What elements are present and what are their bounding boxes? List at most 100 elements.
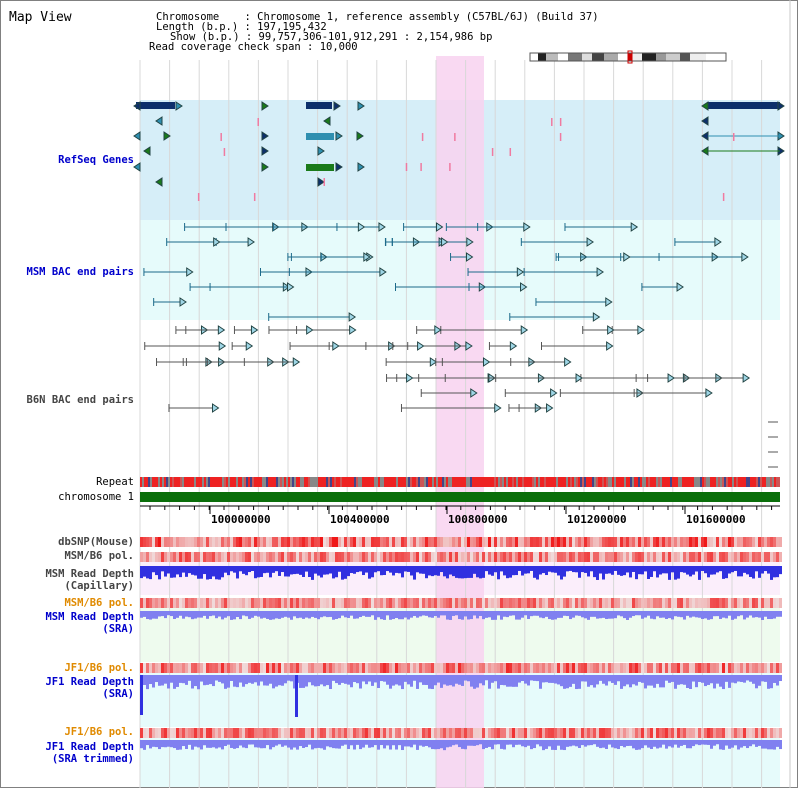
polymorphism-cell xyxy=(275,598,278,608)
read-depth-bar xyxy=(506,566,509,579)
read-depth-bar xyxy=(548,566,551,572)
track-label-jf1-depth-sra-1[interactable]: JF1 Read Depth xyxy=(45,676,134,688)
repeat-segment xyxy=(674,477,676,487)
read-depth-bar xyxy=(209,675,212,685)
read-depth-bar xyxy=(455,740,458,745)
track-label-dbsnp[interactable]: dbSNP(Mouse) xyxy=(58,536,134,548)
repeat-segment xyxy=(196,477,198,487)
repeat-segment xyxy=(146,477,148,487)
polymorphism-cell xyxy=(692,663,695,673)
polymorphism-cell xyxy=(188,537,191,547)
track-label-jf1-b6-pol-2[interactable]: JF1/B6 pol. xyxy=(64,726,134,738)
read-depth-bar xyxy=(395,566,398,573)
repeat-segment xyxy=(602,477,604,487)
track-label-b6n-bac[interactable]: B6N BAC end pairs xyxy=(26,394,134,406)
polymorphism-cell xyxy=(710,663,713,673)
read-depth-bar xyxy=(542,675,545,683)
polymorphism-cell xyxy=(437,537,440,547)
polymorphism-cell xyxy=(464,728,467,738)
track-label-msm-b6-pol-1[interactable]: MSM/B6 pol. xyxy=(64,550,134,562)
polymorphism-cell xyxy=(389,537,392,547)
polymorphism-cell xyxy=(578,728,581,738)
read-depth-bar xyxy=(266,566,269,573)
polymorphism-cell xyxy=(203,537,206,547)
read-depth-bar xyxy=(644,566,647,572)
track-label-msm-b6-pol-2[interactable]: MSM/B6 pol. xyxy=(64,597,134,609)
read-depth-bar xyxy=(227,740,230,745)
read-depth-bar xyxy=(722,611,725,618)
repeat-segment xyxy=(710,477,712,487)
polymorphism-cell xyxy=(464,537,467,547)
polymorphism-cell xyxy=(185,598,188,608)
polymorphism-cell xyxy=(332,537,335,547)
polymorphism-cell xyxy=(605,537,608,547)
read-depth-bar xyxy=(713,740,716,746)
ideogram-band xyxy=(538,53,546,61)
read-depth-bar xyxy=(485,611,488,618)
read-depth-bar xyxy=(578,740,581,748)
polymorphism-cell xyxy=(203,663,206,673)
polymorphism-cell xyxy=(446,537,449,547)
polymorphism-cell xyxy=(263,552,266,562)
polymorphism-cell xyxy=(302,728,305,738)
repeat-segment xyxy=(290,477,292,487)
repeat-segment xyxy=(714,477,716,487)
polymorphism-cell xyxy=(593,552,596,562)
polymorphism-cell xyxy=(191,552,194,562)
polymorphism-cell xyxy=(665,728,668,738)
gene-arrow xyxy=(155,116,163,126)
gene-arrow xyxy=(348,312,357,322)
track-label-msm-depth-cap-1[interactable]: MSM Read Depth xyxy=(45,568,134,580)
polymorphism-cell xyxy=(638,728,641,738)
gene-arrow xyxy=(429,357,438,367)
read-depth-bar xyxy=(215,740,218,749)
polymorphism-cell xyxy=(500,598,503,608)
read-depth-bar xyxy=(167,611,170,616)
polymorphism-cell xyxy=(488,537,491,547)
repeat-segment xyxy=(222,477,224,487)
snp-tick xyxy=(257,118,259,126)
track-label-msm-bac[interactable]: MSM BAC end pairs xyxy=(26,266,134,278)
polymorphism-cell xyxy=(725,728,728,738)
read-depth-bar xyxy=(713,675,716,689)
track-label-jf1-b6-pol-1[interactable]: JF1/B6 pol. xyxy=(64,662,134,674)
polymorphism-cell xyxy=(251,552,254,562)
read-depth-bar xyxy=(695,675,698,688)
polymorphism-cell xyxy=(509,728,512,738)
read-depth-bar xyxy=(743,566,746,573)
polymorphism-cell xyxy=(419,552,422,562)
polymorphism-cell xyxy=(296,537,299,547)
polymorphism-cell xyxy=(728,728,731,738)
track-label-msm-depth-sra-1[interactable]: MSM Read Depth xyxy=(45,611,134,623)
polymorphism-cell xyxy=(674,537,677,547)
read-depth-bar xyxy=(674,675,677,689)
track-label-jf1-depth-trim-1[interactable]: JF1 Read Depth xyxy=(45,741,134,753)
read-depth-bar xyxy=(140,566,143,579)
read-depth-bar xyxy=(308,611,311,619)
read-depth-bar xyxy=(443,740,446,751)
read-depth-bar xyxy=(383,675,386,682)
read-depth-bar xyxy=(332,566,335,579)
repeat-segment xyxy=(264,477,266,487)
polymorphism-cell xyxy=(512,552,515,562)
polymorphism-cell xyxy=(323,552,326,562)
read-depth-bar xyxy=(284,740,287,746)
read-depth-bar xyxy=(317,566,320,576)
polymorphism-cell xyxy=(407,663,410,673)
polymorphism-cell xyxy=(422,537,425,547)
track-label-refseq[interactable]: RefSeq Genes xyxy=(58,154,134,166)
read-depth-bar xyxy=(464,611,467,617)
read-depth-bar xyxy=(668,611,671,619)
snp-tick xyxy=(559,118,562,126)
polymorphism-cell xyxy=(455,663,458,673)
polymorphism-cell xyxy=(224,663,227,673)
polymorphism-cell xyxy=(647,537,650,547)
length-value: 197,195,432 xyxy=(257,21,327,33)
gene-arrow xyxy=(349,325,357,335)
polymorphism-cell xyxy=(767,537,770,547)
polymorphism-cell xyxy=(380,598,383,608)
read-depth-bar xyxy=(578,611,581,616)
read-depth-bar xyxy=(488,675,491,689)
read-depth-bar xyxy=(149,611,152,620)
